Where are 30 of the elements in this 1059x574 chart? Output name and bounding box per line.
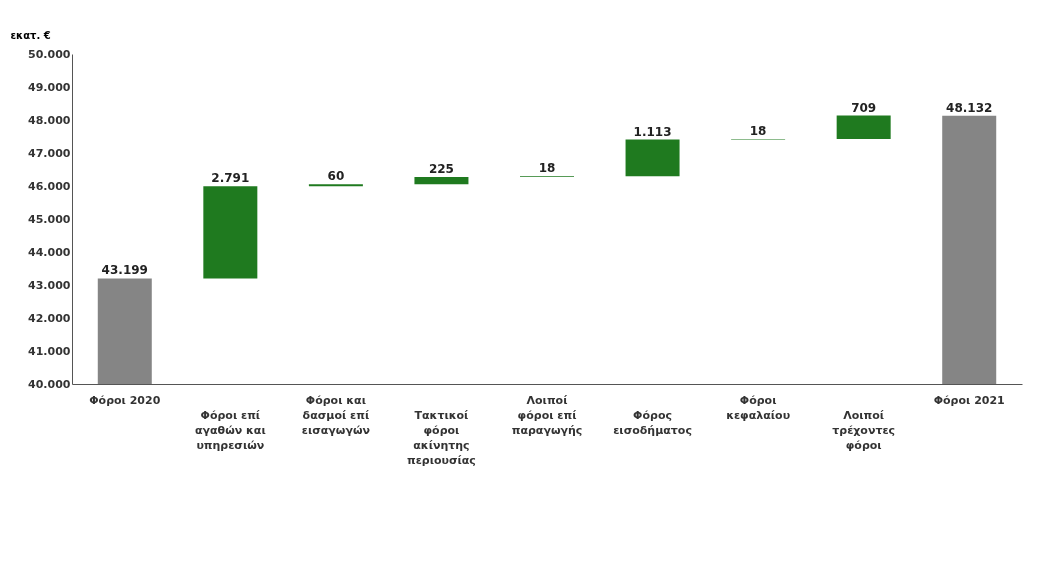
y-tick-label: 47.000 [28,146,71,160]
x-tick-label: Φόροι 2020 [89,393,161,407]
data-label: 18 [538,161,556,176]
x-tick-label: Φόροι επί αγαθών και υπηρεσιών [194,408,266,452]
x-tick-label: Λοιποί φόροι επί παραγωγής [511,393,583,437]
y-tick-label: 42.000 [28,311,71,325]
data-label: 18 [749,124,767,139]
data-label: 60 [327,169,345,184]
data-label: 225 [428,161,454,176]
y-tick-label: 41.000 [28,344,71,358]
data-label: 1.113 [633,124,672,139]
y-tick-label: 43.000 [28,278,71,292]
y-tick-label: 50.000 [28,47,71,61]
x-tick-label: Τακτικοί φόροι ακίνητης περιουσίας [406,408,476,467]
data-label: 43.199 [101,263,148,278]
y-tick-label: 40.000 [28,377,71,391]
x-tick-label: Φόροι 2021 [933,393,1005,407]
x-tick-label: Φόροι και δασμοί επί εισαγωγών [301,393,370,437]
data-label: 2.791 [211,171,250,186]
x-tick-label: Φόροι κεφαλαίου [726,393,791,422]
data-label: 48.132 [946,100,993,115]
data-label: 709 [851,100,877,115]
x-tick-label: Φόρος εισοδήματος [613,408,692,437]
y-axis-title: εκατ. € [10,29,51,41]
x-tick-label: Λοιποί τρέχοντες φόροι [832,408,896,452]
y-tick-label: 46.000 [28,179,71,193]
y-tick-label: 44.000 [28,245,71,259]
y-tick-label: 48.000 [28,113,71,127]
y-tick-label: 45.000 [28,212,71,226]
y-tick-label: 49.000 [28,80,71,94]
